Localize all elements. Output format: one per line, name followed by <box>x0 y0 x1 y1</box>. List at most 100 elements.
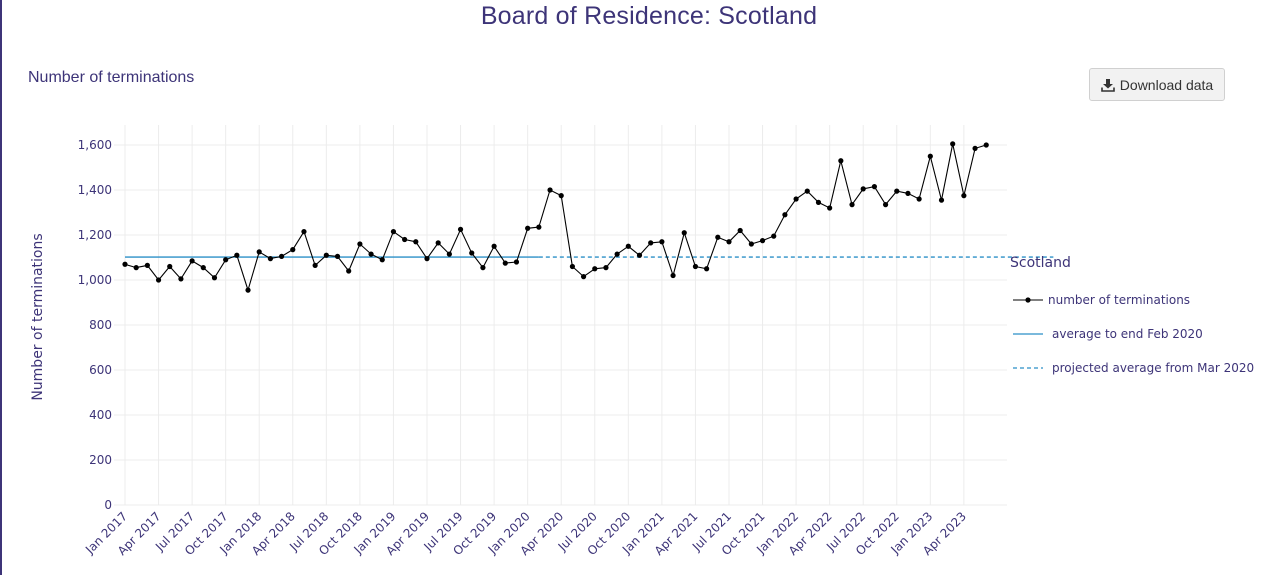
data-point <box>927 153 933 159</box>
y-tick-label: 0 <box>104 498 112 512</box>
data-point <box>860 186 866 192</box>
data-point <box>827 205 833 211</box>
data-point <box>379 257 385 263</box>
terminations-line <box>124 143 987 292</box>
data-point <box>793 196 799 202</box>
data-point <box>759 238 766 244</box>
y-tick-label: 1,000 <box>78 273 112 287</box>
data-point <box>580 274 587 280</box>
data-point <box>491 243 497 249</box>
download-data-button[interactable]: Download data <box>1089 68 1225 101</box>
download-icon <box>1100 78 1115 92</box>
data-point <box>692 263 699 270</box>
data-point <box>155 277 162 283</box>
data-point <box>334 253 341 259</box>
data-point <box>189 258 195 264</box>
data-point <box>592 266 598 272</box>
legend-label-projected: projected average from Mar 2020 <box>1052 361 1254 375</box>
data-point <box>603 265 609 271</box>
data-point <box>390 229 397 235</box>
data-point <box>938 197 945 203</box>
data-point <box>614 251 620 257</box>
y-axis-title: Number of terminations <box>30 233 46 400</box>
data-point <box>513 259 520 265</box>
data-point <box>267 256 274 262</box>
data-point <box>558 193 564 199</box>
data-point <box>133 265 139 271</box>
legend-title: Scotland <box>1010 255 1071 271</box>
data-point <box>916 196 922 202</box>
data-point <box>290 247 296 253</box>
chart-subtitle: Number of terminations <box>28 69 195 86</box>
data-point <box>737 227 743 234</box>
legend-label-terminations: number of terminations <box>1048 293 1190 307</box>
data-point <box>446 251 452 257</box>
data-point <box>748 241 754 247</box>
data-point <box>525 225 531 231</box>
data-point <box>402 236 408 243</box>
data-point <box>782 212 788 218</box>
data-point <box>223 257 229 263</box>
data-point <box>972 145 978 151</box>
data-point <box>681 230 687 236</box>
y-tick-label: 800 <box>89 318 112 332</box>
data-point <box>234 252 240 258</box>
data-point <box>167 263 173 270</box>
data-point <box>312 262 318 268</box>
data-point <box>245 287 251 293</box>
data-point <box>894 188 900 194</box>
data-point <box>536 224 542 230</box>
data-point <box>346 268 352 274</box>
data-point <box>144 262 150 268</box>
data-point <box>771 233 777 239</box>
data-point <box>625 243 631 249</box>
data-point <box>715 234 721 240</box>
data-point <box>871 184 877 190</box>
data-point <box>457 226 464 232</box>
data-point <box>547 187 553 193</box>
y-tick-label: 200 <box>89 453 112 467</box>
data-point <box>301 229 307 235</box>
y-tick-label: 1,200 <box>78 228 112 242</box>
legend-marker-terminations <box>1025 297 1031 303</box>
data-point <box>200 265 206 271</box>
download-data-label: Download data <box>1119 76 1214 93</box>
data-point <box>815 199 822 205</box>
data-point <box>569 263 576 270</box>
data-point <box>961 193 967 199</box>
page-title: Board of Residence: Scotland <box>480 2 818 30</box>
data-point <box>413 239 419 245</box>
y-tick-label: 1,400 <box>78 183 112 197</box>
data-point <box>882 202 889 208</box>
data-point <box>122 261 128 267</box>
data-point <box>659 239 665 245</box>
data-point <box>502 260 508 266</box>
y-tick-label: 600 <box>89 363 112 377</box>
data-point <box>704 266 710 272</box>
data-point <box>636 252 643 258</box>
data-point <box>435 240 441 246</box>
y-tick-label: 1,600 <box>78 138 112 152</box>
y-tick-label: 400 <box>89 408 112 422</box>
data-point <box>838 158 844 164</box>
data-point <box>804 188 810 194</box>
data-point <box>178 276 184 282</box>
data-point <box>256 249 262 255</box>
data-point <box>469 250 475 256</box>
data-point <box>357 241 363 247</box>
data-point <box>211 275 218 281</box>
data-point <box>849 202 855 208</box>
data-point <box>905 190 911 196</box>
data-point <box>368 251 374 257</box>
data-point <box>983 142 989 148</box>
data-point <box>424 256 430 262</box>
legend-label-average: average to end Feb 2020 <box>1052 327 1203 341</box>
data-point <box>670 272 676 279</box>
data-point <box>323 252 329 258</box>
data-point <box>480 265 486 271</box>
data-point <box>278 253 285 259</box>
data-point <box>950 141 956 147</box>
data-point <box>726 239 732 245</box>
